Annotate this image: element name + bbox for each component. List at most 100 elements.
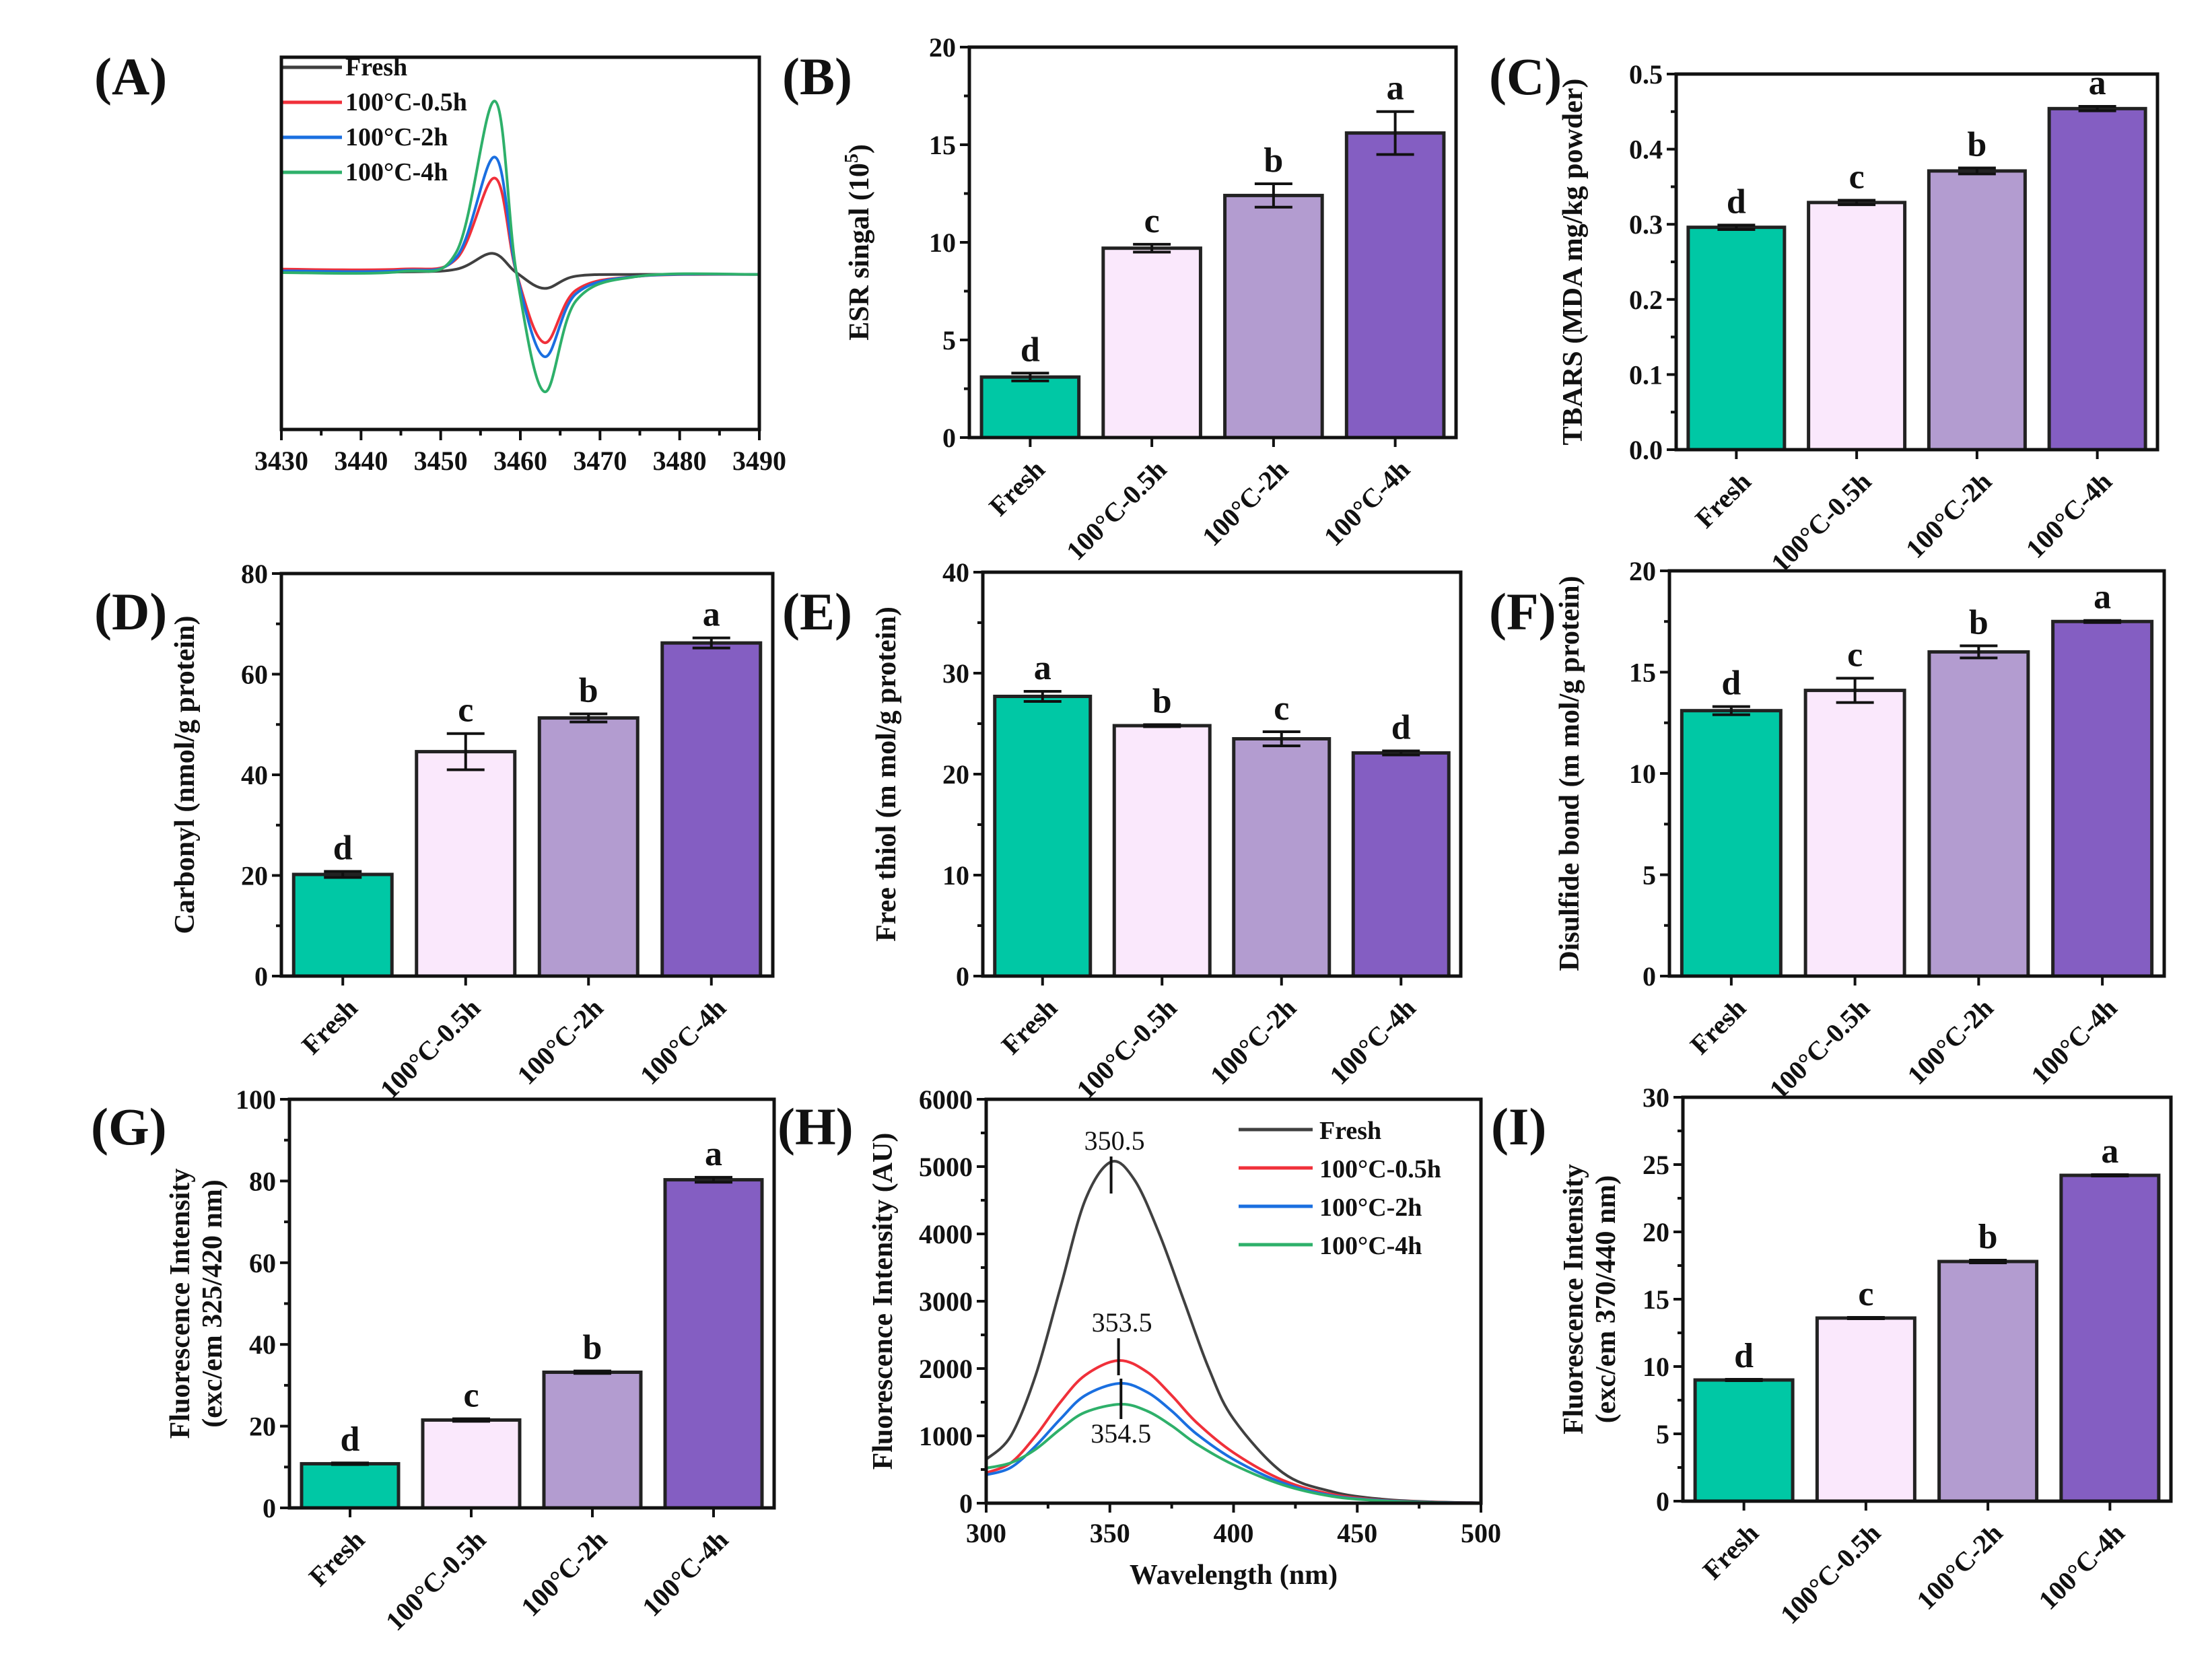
panel-label: (F)	[1489, 582, 1556, 641]
significance-letter: b	[1978, 1218, 1998, 1256]
y-tick-label: 0.4	[1629, 135, 1663, 165]
panel-d: (D) 0 20 40 60 80 d Fresh c 100°C-0.5h b 100°C-2h a 1…	[94, 559, 775, 1105]
significance-letter: c	[463, 1377, 479, 1415]
x-category-label: 100°C-2h	[515, 1525, 613, 1622]
plot-frame-d	[279, 572, 775, 978]
x-tick-label: 400	[1214, 1518, 1254, 1548]
x-category-label: 100°C-0.5h	[380, 1525, 491, 1636]
y-tick-label: 5	[1643, 860, 1656, 891]
y-axis-title: Disulfide bond (m mol/g protein)	[1554, 576, 1585, 971]
bar-fresh	[1686, 226, 1787, 452]
y-tick-label: 20	[942, 759, 969, 790]
x-tick-label: 3440	[334, 446, 388, 476]
y-axis-title-line2: (exc/em 325/420 nm)	[197, 1179, 228, 1428]
y-axis-title-superscript: 5	[841, 153, 862, 163]
y-tick-label: 20	[241, 861, 268, 891]
y-tick-label: 10	[1643, 1352, 1669, 1382]
plot-frame-i	[1681, 1095, 2173, 1503]
y-tick-label: 40	[249, 1329, 276, 1360]
y-axis-title-text: Fluorescence Intensity (AU)	[868, 1133, 899, 1470]
x-category-label: 100°C-2h	[1204, 993, 1302, 1091]
x-tick-label: 3460	[493, 446, 547, 476]
y-axis-title-text: TBARS (MDA mg/kg powder)	[1558, 79, 1589, 446]
y-tick-label: 1000	[919, 1421, 973, 1451]
significance-letter: d	[341, 1420, 360, 1459]
bar-fresh	[1680, 709, 1783, 978]
bar-100-c-4h	[2051, 619, 2154, 978]
y-tick-label: 80	[241, 559, 268, 589]
bar-100-c-2h	[1927, 650, 2030, 978]
panel-a: (A)3430 3440 3450 3460 3470 3480 3490Fresh100°…	[94, 47, 786, 476]
bar-fresh	[1693, 1378, 1795, 1503]
y-axis-title: Fluorescence Intensity (AU)	[868, 1133, 899, 1470]
significance-letter: b	[1967, 126, 1986, 164]
bar-100-c-2h	[537, 716, 640, 978]
x-tick-label: 3470	[573, 446, 627, 476]
y-axis-title-text: Disulfide bond (m mol/g protein)	[1554, 576, 1585, 971]
x-category-label: Fresh	[1684, 993, 1752, 1060]
plot-frame-a	[279, 55, 761, 431]
y-tick-label: 0.0	[1629, 435, 1663, 465]
y-axis-title: TBARS (MDA mg/kg powder)	[1558, 79, 1589, 446]
y-tick-label: 60	[249, 1248, 276, 1278]
x-axis-title: Wavelength (nm)	[1130, 1560, 1338, 1591]
panel-label: (A)	[94, 47, 167, 106]
y-tick-label: 5	[942, 325, 956, 355]
x-tick-label: 500	[1461, 1518, 1501, 1548]
significance-letter: b	[1152, 683, 1172, 721]
x-category-label: Fresh	[1697, 1518, 1764, 1585]
x-category-label: 100°C-2h	[1910, 1518, 2008, 1616]
x-category-label: 100°C-4h	[1323, 993, 1421, 1091]
panel-b: (B) 0 5 10 15 20 d Fresh c 100°C-0.5h b 100°C-2h a 10…	[782, 32, 1458, 566]
significance-letter: c	[458, 691, 473, 730]
y-tick-label: 10	[929, 228, 956, 258]
peak-annotation: 354.5	[1091, 1418, 1151, 1449]
legend-label: 100°C-2h	[345, 123, 448, 151]
y-axis-title-end: )	[844, 144, 875, 153]
legend-label: 100°C-0.5h	[1319, 1155, 1441, 1183]
legend-label: 100°C-2h	[1319, 1194, 1422, 1222]
panel-f: (F) 0 5 10 15 20 d Fresh c 100°C-0.5h b 100°C-2h a 10…	[1489, 556, 2166, 1105]
bar-100-c-2h	[1223, 193, 1324, 440]
panel-g: (G) 0 20 40 60 80 100 d Fresh c 100°C-0.5h b 100°C-2…	[91, 1084, 776, 1636]
y-tick-label: 60	[241, 660, 268, 690]
bar-100-c-4h	[660, 641, 763, 978]
significance-letter: c	[1858, 1275, 1873, 1313]
significance-letter: c	[1847, 636, 1863, 675]
y-axis-title-text: Carbonyl (nmol/g protein)	[170, 616, 201, 934]
bar-100-c-2h	[1937, 1259, 2039, 1503]
bar-100-c-0-5h	[1807, 201, 1907, 452]
x-tick-label: 350	[1090, 1518, 1130, 1548]
significance-letter: b	[583, 1329, 602, 1367]
bar-100-c-4h	[2059, 1173, 2161, 1503]
significance-letter: b	[1969, 603, 1989, 642]
y-tick-label: 4000	[919, 1219, 973, 1249]
x-tick-label: 3490	[732, 446, 786, 476]
y-tick-label: 0	[959, 1488, 973, 1519]
panel-c: (C) 0.0 0.1 0.2 0.3 0.4 0.5 d Fresh c 100°C-0.5h b 1…	[1489, 47, 2159, 578]
x-category-label: 100°C-2h	[1901, 993, 1999, 1091]
legend-label: Fresh	[1319, 1117, 1381, 1145]
bar-100-c-0-5h	[415, 750, 517, 978]
y-tick-label: 0.3	[1629, 209, 1663, 240]
x-category-label: 100°C-0.5h	[1765, 467, 1877, 578]
series-line-100-c-4h	[281, 100, 760, 393]
significance-letter: d	[1734, 1337, 1754, 1375]
bar-fresh	[993, 695, 1093, 978]
y-tick-label: 5000	[919, 1152, 973, 1182]
significance-letter: d	[1727, 182, 1746, 221]
panel-label: (E)	[782, 582, 852, 641]
y-tick-label: 6000	[919, 1084, 973, 1115]
y-tick-label: 15	[1643, 1284, 1669, 1315]
y-tick-label: 5	[1656, 1419, 1669, 1449]
significance-letter: a	[2089, 64, 2106, 102]
significance-letter: d	[1391, 709, 1411, 747]
bar-100-c-4h	[663, 1178, 764, 1510]
x-category-label: Fresh	[303, 1525, 370, 1592]
bar-100-c-4h	[2047, 106, 2147, 452]
y-axis-title: Fluorescence Intensity	[165, 1169, 196, 1439]
x-category-label: Fresh	[1689, 467, 1756, 534]
x-tick-label: 450	[1337, 1518, 1377, 1548]
panel-label: (C)	[1489, 47, 1562, 106]
x-tick-label: 3480	[653, 446, 707, 476]
